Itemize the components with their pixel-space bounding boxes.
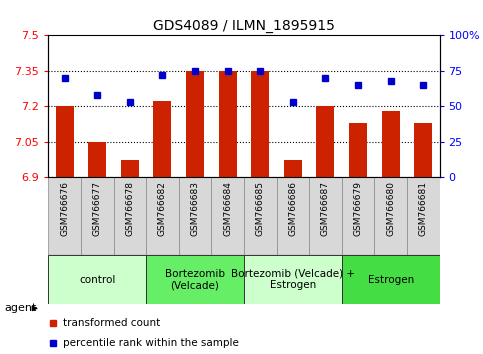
Bar: [342, 177, 374, 255]
Text: GSM766680: GSM766680: [386, 181, 395, 236]
Bar: [276, 177, 309, 255]
Text: percentile rank within the sample: percentile rank within the sample: [63, 338, 239, 348]
Bar: [316, 106, 334, 177]
Text: GSM766679: GSM766679: [354, 181, 363, 236]
Text: GSM766686: GSM766686: [288, 181, 298, 236]
Bar: [349, 123, 367, 177]
Bar: [284, 160, 302, 177]
Text: agent: agent: [5, 303, 37, 313]
Text: control: control: [79, 275, 115, 285]
Bar: [244, 177, 277, 255]
Text: GSM766678: GSM766678: [125, 181, 134, 236]
Bar: [414, 123, 432, 177]
Text: GSM766682: GSM766682: [158, 181, 167, 236]
Bar: [56, 106, 73, 177]
Text: Bortezomib
(Velcade): Bortezomib (Velcade): [165, 269, 225, 291]
Text: GSM766677: GSM766677: [93, 181, 102, 236]
Text: Estrogen: Estrogen: [368, 275, 414, 285]
Bar: [219, 71, 237, 177]
Bar: [48, 177, 81, 255]
Text: GSM766685: GSM766685: [256, 181, 265, 236]
Bar: [114, 177, 146, 255]
Bar: [407, 177, 440, 255]
Bar: [48, 255, 146, 304]
Title: GDS4089 / ILMN_1895915: GDS4089 / ILMN_1895915: [153, 19, 335, 33]
Bar: [244, 255, 342, 304]
Bar: [154, 102, 171, 177]
Bar: [146, 255, 244, 304]
Bar: [374, 177, 407, 255]
Bar: [309, 177, 342, 255]
Text: GSM766683: GSM766683: [190, 181, 199, 236]
Text: GSM766684: GSM766684: [223, 181, 232, 236]
Text: GSM766687: GSM766687: [321, 181, 330, 236]
Text: Bortezomib (Velcade) +
Estrogen: Bortezomib (Velcade) + Estrogen: [231, 269, 355, 291]
Bar: [146, 177, 179, 255]
Bar: [121, 160, 139, 177]
Text: GSM766681: GSM766681: [419, 181, 428, 236]
Bar: [186, 71, 204, 177]
Bar: [382, 111, 399, 177]
Text: transformed count: transformed count: [63, 318, 160, 328]
Bar: [212, 177, 244, 255]
Text: GSM766676: GSM766676: [60, 181, 69, 236]
Bar: [179, 177, 212, 255]
Bar: [251, 71, 269, 177]
Bar: [88, 142, 106, 177]
Bar: [81, 177, 114, 255]
Bar: [342, 255, 440, 304]
